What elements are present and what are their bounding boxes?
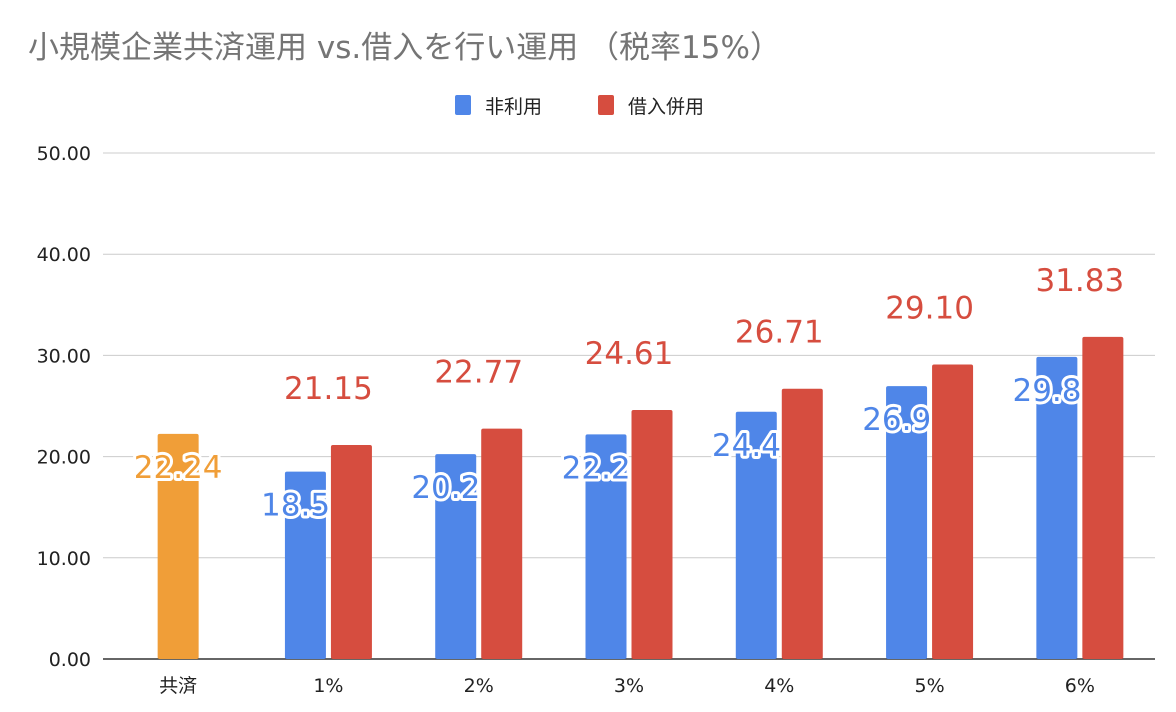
bar-series-2 — [631, 409, 673, 659]
legend-label-series-1: 非利用 — [485, 95, 543, 118]
y-tick-label: 30.00 — [37, 345, 91, 367]
x-tick-label: 2% — [464, 675, 494, 697]
y-tick-label: 50.00 — [37, 143, 91, 165]
x-tick-label: 6% — [1065, 675, 1095, 697]
bar-series-2 — [330, 444, 372, 659]
bar-series-2 — [932, 364, 974, 659]
legend-item-series-2: 借入併用 — [598, 88, 704, 122]
data-label-series-2: 22.77 — [434, 355, 523, 391]
bar-series-1 — [735, 411, 777, 659]
x-tick-label: 1% — [313, 675, 343, 697]
y-tick-label: 0.00 — [49, 649, 91, 671]
data-label-series-2: 21.15 — [284, 371, 373, 407]
x-tick-label: 4% — [764, 675, 794, 697]
bar-series-1 — [284, 471, 326, 659]
legend-swatch-blue-icon — [455, 95, 471, 115]
x-tick-label: 3% — [614, 675, 644, 697]
legend-swatch-red-icon — [598, 95, 614, 115]
legend-label-series-2: 借入併用 — [628, 95, 705, 118]
bar-series-1 — [435, 454, 477, 659]
bar-series-1 — [1036, 356, 1078, 659]
bar-series-1 — [585, 434, 627, 659]
x-tick-label: 共済 — [159, 675, 197, 697]
x-tick-label: 5% — [914, 675, 944, 697]
chart-legend: 非利用 借入併用 — [0, 88, 1176, 122]
data-label-series-2: 31.83 — [1035, 263, 1124, 299]
data-label-series-2: 24.61 — [585, 336, 674, 372]
data-label-series-2: 29.10 — [885, 291, 974, 327]
y-tick-label: 10.00 — [37, 548, 91, 570]
legend-item-series-1: 非利用 — [455, 88, 542, 122]
bar-series-1 — [886, 386, 928, 659]
y-tick-label: 20.00 — [37, 447, 91, 469]
y-tick-label: 40.00 — [37, 244, 91, 266]
bar-series-1 — [157, 433, 199, 659]
bar-series-2 — [481, 428, 523, 659]
chart-title: 小規模企業共済運用 vs.借入を行い運用 （税率15%） — [28, 30, 781, 66]
data-label-series-1: 22.24 — [134, 450, 223, 486]
bar-series-2 — [781, 388, 823, 659]
bar-series-2 — [1082, 336, 1124, 659]
data-label-series-2: 26.71 — [735, 315, 824, 351]
